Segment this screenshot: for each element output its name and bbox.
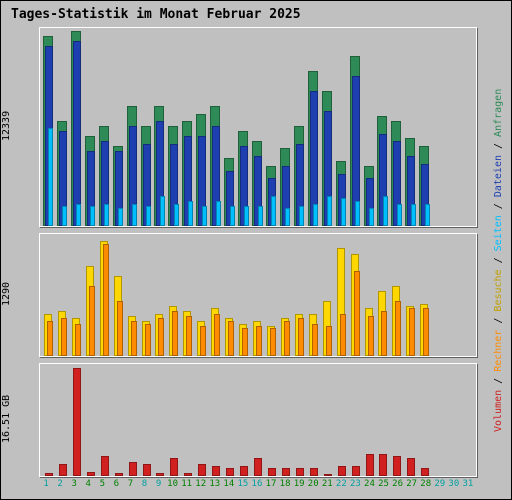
x-tick: 21 xyxy=(320,479,334,489)
y-label-2: 1290 xyxy=(1,233,35,355)
chart-title: Tages-Statistik im Monat Februar 2025 xyxy=(11,7,301,22)
x-tick: 31 xyxy=(461,479,475,489)
x-tick: 9 xyxy=(152,479,166,489)
x-tick: 10 xyxy=(166,479,180,489)
x-tick: 7 xyxy=(123,479,137,489)
x-tick: 2 xyxy=(53,479,67,489)
legend-item: Rechner xyxy=(493,329,504,371)
x-tick: 27 xyxy=(405,479,419,489)
x-tick: 23 xyxy=(348,479,362,489)
x-tick: 16 xyxy=(250,479,264,489)
x-tick: 14 xyxy=(222,479,236,489)
legend-item: Anfragen xyxy=(493,88,504,136)
legend-item: Dateien xyxy=(493,155,504,197)
x-tick: 5 xyxy=(95,479,109,489)
x-tick: 19 xyxy=(292,479,306,489)
x-tick: 30 xyxy=(447,479,461,489)
legend-item: Besuche xyxy=(493,269,504,311)
chart-panel-2 xyxy=(39,233,477,357)
y-label-3: 16.51 GB xyxy=(1,363,35,475)
x-tick: 4 xyxy=(81,479,95,489)
legend: Volumen / Rechner / Besuche / Seiten / D… xyxy=(493,41,507,479)
x-tick: 15 xyxy=(236,479,250,489)
chart-panel-3 xyxy=(39,363,477,477)
chart-panel-1 xyxy=(39,27,477,227)
x-tick: 12 xyxy=(194,479,208,489)
x-tick: 25 xyxy=(377,479,391,489)
x-tick: 28 xyxy=(419,479,433,489)
x-tick: 8 xyxy=(137,479,151,489)
legend-item: Seiten xyxy=(493,215,504,251)
x-tick: 26 xyxy=(391,479,405,489)
x-tick: 22 xyxy=(334,479,348,489)
chart-container: Tages-Statistik im Monat Februar 2025 12… xyxy=(0,0,512,500)
x-tick: 20 xyxy=(306,479,320,489)
x-tick: 29 xyxy=(433,479,447,489)
x-tick: 13 xyxy=(208,479,222,489)
x-axis: 1234567891011121314151617181920212223242… xyxy=(39,479,475,489)
legend-item: Volumen xyxy=(493,389,504,431)
x-tick: 17 xyxy=(264,479,278,489)
y-label-1: 12339 xyxy=(1,27,35,225)
x-tick: 6 xyxy=(109,479,123,489)
x-tick: 11 xyxy=(180,479,194,489)
x-tick: 18 xyxy=(278,479,292,489)
x-tick: 1 xyxy=(39,479,53,489)
x-tick: 3 xyxy=(67,479,81,489)
x-tick: 24 xyxy=(362,479,376,489)
